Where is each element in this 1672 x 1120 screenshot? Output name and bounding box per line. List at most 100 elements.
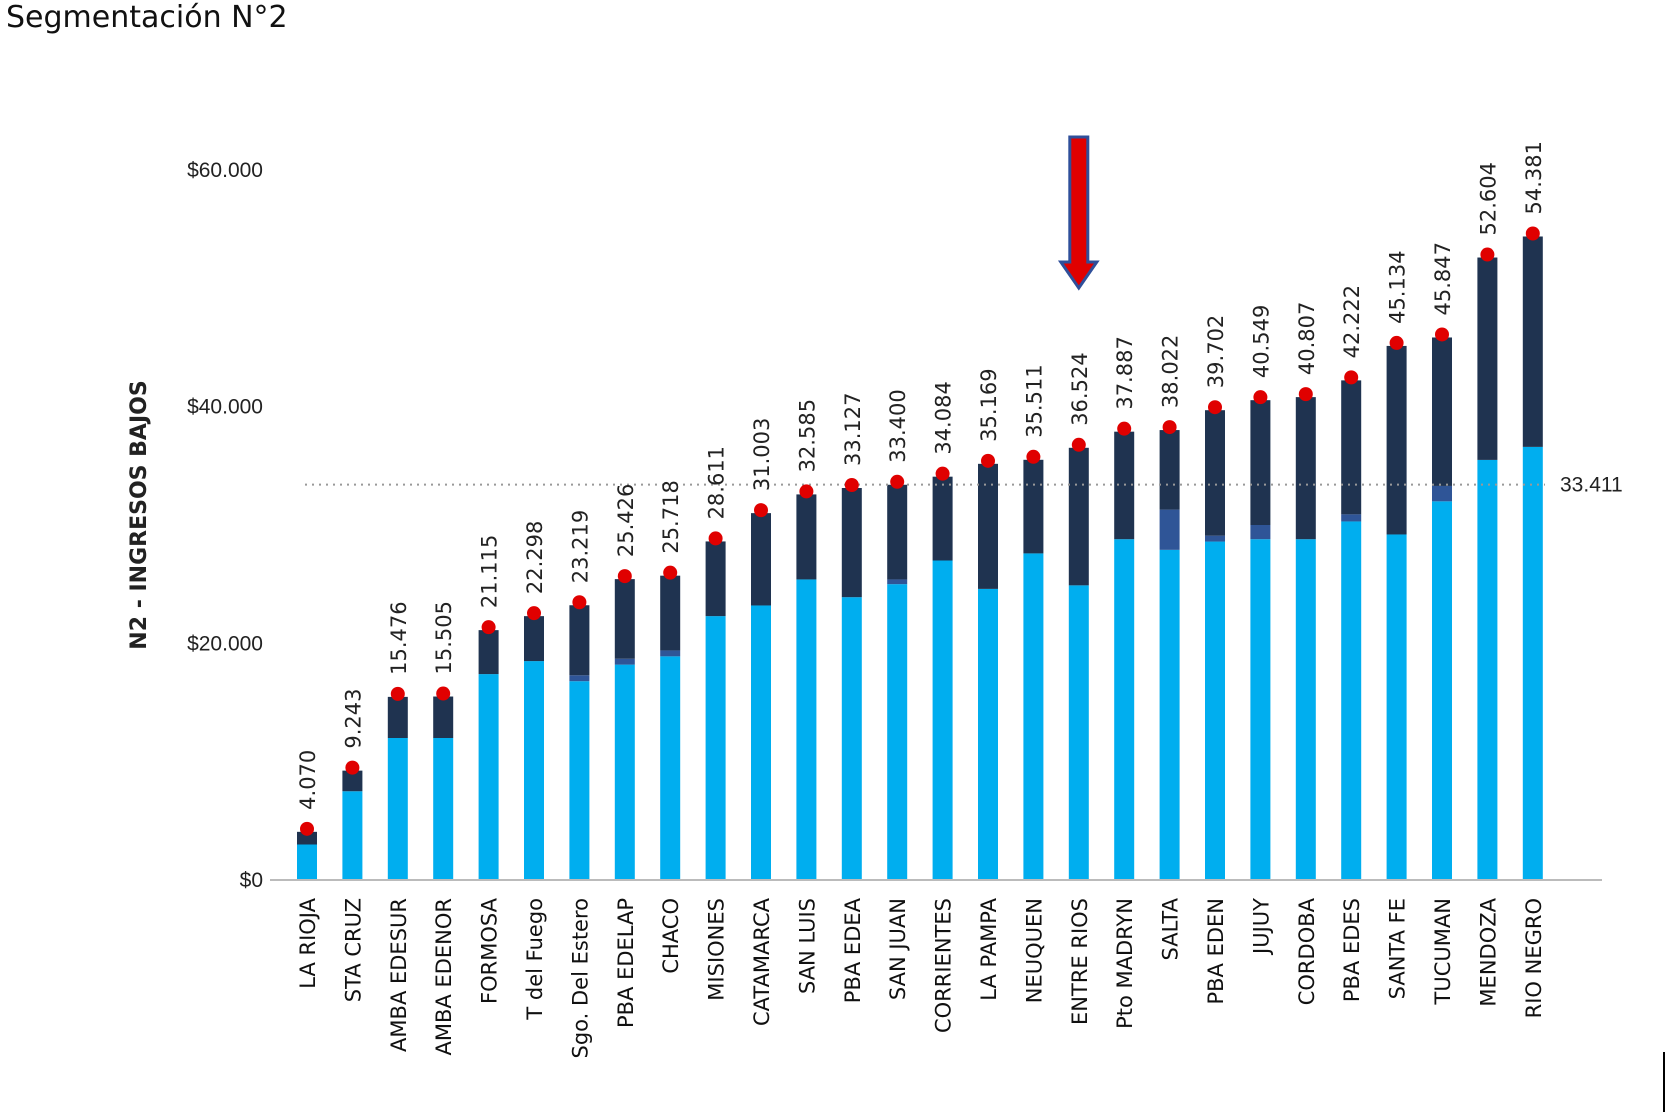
bar-segment-base bbox=[1341, 521, 1362, 880]
category-label: CHACO bbox=[659, 898, 683, 974]
y-tick-label: $20.000 bbox=[187, 632, 263, 655]
total-marker bbox=[1253, 390, 1268, 405]
bar-segment-middle bbox=[1205, 535, 1225, 542]
total-marker bbox=[1162, 420, 1177, 435]
total-marker bbox=[617, 569, 632, 584]
category-label: LA PAMPA bbox=[977, 897, 1001, 1000]
category-label: SAN LUIS bbox=[795, 898, 819, 994]
bar-segment-middle bbox=[887, 579, 908, 585]
y-axis-label: N2 - INGRESOS BAJOS bbox=[127, 380, 152, 649]
bar-segment-top bbox=[297, 831, 317, 845]
bar-segment-base bbox=[478, 674, 499, 880]
bar-segment-top bbox=[660, 575, 681, 651]
bar-segment-middle bbox=[569, 675, 590, 682]
highlight-arrow-icon bbox=[1057, 135, 1100, 291]
bar-segment-base bbox=[342, 791, 363, 880]
category-label: Sgo. Del Estero bbox=[568, 898, 592, 1058]
bar-segment-top bbox=[705, 541, 726, 617]
bar-segment-top bbox=[478, 630, 499, 675]
bar-segment-base bbox=[1250, 539, 1271, 880]
value-label: 21.115 bbox=[478, 535, 502, 608]
value-label: 39.702 bbox=[1204, 315, 1228, 388]
bar-segment-top bbox=[342, 770, 363, 792]
bar-segment-top bbox=[1341, 380, 1362, 515]
value-label: 33.400 bbox=[886, 389, 910, 462]
bar-segment-base bbox=[660, 656, 681, 880]
total-marker bbox=[754, 503, 768, 518]
category-label: T del Fuego bbox=[523, 898, 547, 1021]
total-marker bbox=[345, 760, 360, 775]
value-label: 33.127 bbox=[841, 393, 865, 466]
bar-segment-base bbox=[1295, 539, 1316, 880]
markers-group bbox=[300, 226, 1540, 836]
category-label: JUJUY bbox=[1249, 898, 1273, 956]
category-label: MENDOZA bbox=[1476, 897, 1500, 1006]
category-label: Pto MADRYN bbox=[1113, 898, 1137, 1029]
total-marker bbox=[799, 484, 814, 499]
value-label: 9.243 bbox=[341, 688, 365, 748]
category-label: SANTA FE bbox=[1386, 898, 1410, 999]
bar-segment-base bbox=[1114, 539, 1135, 880]
category-label: NEUQUEN bbox=[1022, 898, 1046, 1003]
category-label: PBA EDELAP bbox=[614, 898, 638, 1028]
value-label: 40.807 bbox=[1295, 302, 1319, 375]
bar-segment-middle bbox=[1159, 509, 1180, 550]
value-label: 4.070 bbox=[296, 750, 320, 810]
category-labels-group: LA RIOJA STA CRUZ AMBA EDESUR AMBA EDENOR FO… bbox=[296, 897, 1546, 1058]
value-label: 23.219 bbox=[568, 510, 592, 583]
bar-segment-top bbox=[524, 616, 544, 662]
value-label: 54.381 bbox=[1522, 141, 1546, 214]
bar-segment-top bbox=[796, 494, 817, 580]
bar-segment-top bbox=[1159, 430, 1180, 510]
bar-segment-top bbox=[978, 463, 998, 589]
bar-segment-top bbox=[614, 579, 635, 659]
bar-segment-top bbox=[433, 696, 454, 738]
y-tick-label: $0 bbox=[240, 869, 263, 892]
category-label: MISIONES bbox=[705, 898, 729, 1001]
category-label: AMBA EDENOR bbox=[432, 898, 456, 1055]
bar-segment-base bbox=[932, 560, 953, 880]
value-label: 38.022 bbox=[1159, 335, 1183, 408]
bar-segment-top bbox=[569, 605, 590, 676]
bar-segment-base bbox=[1159, 549, 1180, 880]
value-label: 25.718 bbox=[659, 480, 683, 553]
total-marker bbox=[663, 565, 678, 580]
bar-segment-top bbox=[887, 484, 908, 580]
bar-segment-base bbox=[1068, 585, 1089, 880]
total-marker bbox=[300, 821, 314, 836]
bar-segment-base bbox=[614, 664, 635, 880]
bar-segment-top bbox=[1432, 337, 1452, 486]
category-label: CORRIENTES bbox=[932, 898, 956, 1033]
bar-segment-middle bbox=[1432, 485, 1452, 502]
bar-segment-base bbox=[1522, 446, 1543, 880]
total-marker bbox=[1117, 421, 1132, 436]
category-label: FORMOSA bbox=[478, 897, 502, 1004]
value-label: 42.222 bbox=[1340, 285, 1364, 358]
value-label: 37.887 bbox=[1113, 336, 1137, 409]
value-label: 32.585 bbox=[795, 399, 819, 472]
value-label: 15.505 bbox=[432, 601, 456, 674]
total-marker bbox=[436, 686, 451, 701]
bar-segment-top bbox=[932, 476, 953, 561]
category-label: ENTRE RIOS bbox=[1068, 898, 1092, 1025]
bar-segment-base bbox=[751, 605, 771, 880]
bar-segment-base bbox=[796, 579, 817, 880]
total-marker bbox=[890, 474, 905, 489]
category-label: PBA EDEN bbox=[1204, 898, 1228, 1005]
value-label: 40.549 bbox=[1249, 305, 1273, 378]
bar-segment-base bbox=[433, 738, 454, 880]
value-label: 45.847 bbox=[1431, 242, 1455, 315]
total-marker bbox=[1026, 449, 1041, 464]
bar-segment-base bbox=[1432, 501, 1452, 880]
y-tick-label: $40.000 bbox=[187, 396, 263, 419]
bar-segment-middle bbox=[1341, 514, 1362, 522]
total-marker bbox=[844, 477, 859, 492]
total-marker bbox=[1525, 226, 1540, 241]
bar-segment-base bbox=[1477, 459, 1498, 880]
value-label: 35.169 bbox=[977, 368, 1001, 441]
value-label: 35.511 bbox=[1022, 364, 1046, 437]
total-marker bbox=[981, 453, 995, 468]
bar-segment-top bbox=[387, 696, 408, 738]
value-label: 28.611 bbox=[705, 446, 729, 519]
